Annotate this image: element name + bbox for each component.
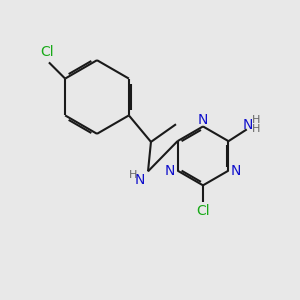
Text: Cl: Cl: [40, 46, 54, 59]
Text: N: N: [198, 113, 208, 127]
Text: H: H: [251, 115, 260, 125]
Text: N: N: [165, 164, 175, 178]
Text: H: H: [128, 170, 137, 180]
Text: H: H: [252, 124, 260, 134]
Text: N: N: [135, 173, 145, 187]
Text: Cl: Cl: [196, 205, 210, 218]
Text: N: N: [231, 164, 241, 178]
Text: N: N: [243, 118, 254, 132]
